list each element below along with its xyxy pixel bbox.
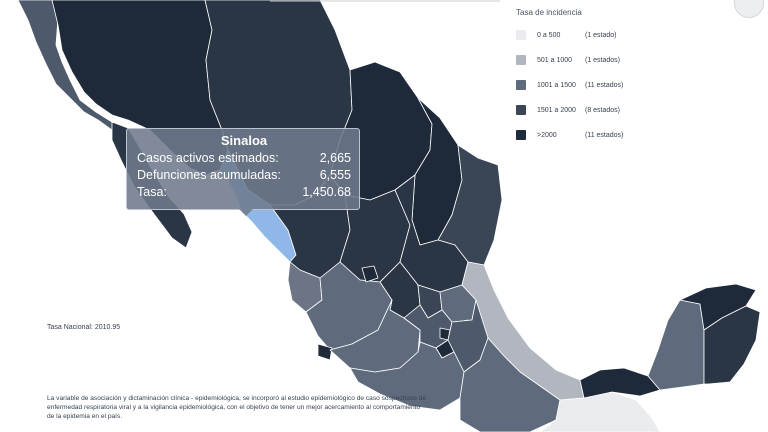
tooltip-label: Casos activos estimados: bbox=[137, 151, 279, 165]
legend: Tasa de incidencia 0 a 500 (1 estado) 50… bbox=[516, 8, 706, 154]
legend-swatch bbox=[516, 80, 526, 90]
tooltip-row: Tasa: 1,450.68 bbox=[137, 184, 351, 201]
legend-item: 501 a 1000 (1 estados) bbox=[516, 54, 706, 66]
state-tooltip: Sinaloa Casos activos estimados: 2,665 D… bbox=[126, 128, 360, 216]
tooltip-label: Defunciones acumuladas: bbox=[137, 168, 281, 182]
legend-count: (1 estado) bbox=[585, 31, 617, 39]
legend-count: (1 estados) bbox=[585, 56, 621, 64]
state-tabasco[interactable] bbox=[579, 367, 661, 399]
legend-swatch bbox=[516, 55, 526, 65]
top-header-fragment bbox=[270, 0, 500, 2]
legend-item: >2000 (11 estados) bbox=[516, 129, 706, 141]
legend-item: 1001 a 1500 (11 estados) bbox=[516, 79, 706, 91]
legend-range: 1001 a 1500 bbox=[537, 81, 576, 89]
tooltip-value: 1,450.68 bbox=[302, 185, 351, 199]
tooltip-value: 2,665 bbox=[319, 151, 351, 165]
legend-range: >2000 bbox=[537, 131, 557, 139]
legend-item: 1501 a 2000 (8 estados) bbox=[516, 104, 706, 116]
state-campeche[interactable] bbox=[647, 299, 705, 391]
state-aguascalientes[interactable] bbox=[361, 265, 379, 283]
legend-range: 1501 a 2000 bbox=[537, 106, 576, 114]
tooltip-value: 6,555 bbox=[319, 168, 351, 182]
legend-swatch bbox=[516, 30, 526, 40]
state-quintana-roo[interactable] bbox=[703, 305, 761, 385]
legend-count: (8 estados) bbox=[585, 106, 621, 114]
state-guerrero[interactable] bbox=[349, 341, 465, 411]
tooltip-label: Tasa: bbox=[137, 185, 167, 199]
legend-count: (11 estados) bbox=[585, 81, 624, 89]
legend-swatch bbox=[516, 105, 526, 115]
legend-count: (11 estados) bbox=[585, 131, 624, 139]
state-colima[interactable] bbox=[317, 343, 333, 361]
state-chiapas[interactable] bbox=[539, 391, 661, 432]
legend-item: 0 a 500 (1 estado) bbox=[516, 29, 706, 41]
legend-range: 501 a 1000 bbox=[537, 56, 573, 64]
legend-range: 0 a 500 bbox=[537, 31, 561, 39]
legend-title: Tasa de incidencia bbox=[516, 8, 582, 17]
tooltip-row: Defunciones acumuladas: 6,555 bbox=[137, 167, 351, 184]
footnote: La variable de asociación y dictaminació… bbox=[47, 395, 426, 420]
legend-swatch bbox=[516, 130, 526, 140]
tooltip-row: Casos activos estimados: 2,665 bbox=[137, 150, 351, 167]
tooltip-state-name: Sinaloa bbox=[220, 133, 268, 148]
national-rate: Tasa Nacional: 2010.95 bbox=[47, 324, 121, 331]
